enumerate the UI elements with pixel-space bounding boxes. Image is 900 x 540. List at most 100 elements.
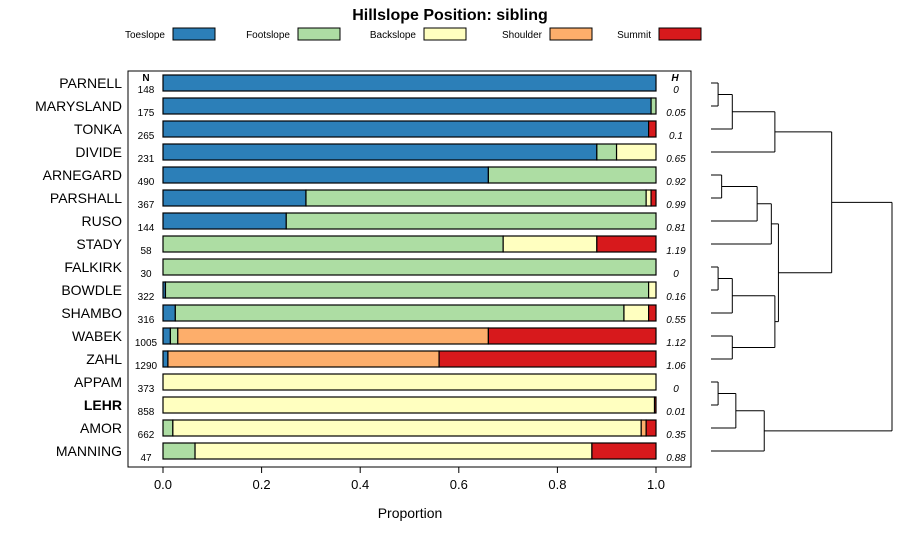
- category-label: ARNEGARD: [43, 167, 122, 183]
- legend-swatch: [297, 27, 341, 41]
- h-value: 1.12: [666, 338, 686, 349]
- bar-segment: [194, 442, 593, 460]
- h-value: 0.92: [666, 177, 686, 188]
- n-value: 175: [138, 108, 155, 119]
- category-label: AMOR: [80, 420, 122, 436]
- n-value: 144: [138, 223, 155, 234]
- bar-segment: [623, 304, 650, 322]
- category-label: RUSO: [82, 213, 123, 229]
- bar-segment: [438, 350, 657, 368]
- bar-segment: [162, 74, 657, 92]
- h-value: 0.99: [666, 200, 686, 211]
- bar-segment: [174, 304, 625, 322]
- n-value: 322: [138, 292, 155, 303]
- bar-segment: [487, 166, 657, 184]
- category-label: WABEK: [72, 328, 123, 344]
- x-axis-label: Proportion: [378, 505, 443, 521]
- bar-segment: [162, 212, 287, 230]
- category-label: MARYSLAND: [35, 98, 122, 114]
- n-value: 231: [138, 154, 155, 165]
- legend-label: Summit: [617, 30, 651, 41]
- x-tick-label: 0.0: [154, 477, 172, 492]
- chart-title: Hillslope Position: sibling: [352, 7, 548, 24]
- bar-segment: [162, 166, 489, 184]
- legend: Toeslope Footslope Backslope Shoulder Summit: [125, 27, 702, 41]
- n-value: 58: [140, 246, 152, 257]
- bar-segment: [648, 304, 657, 322]
- bar-segment: [169, 327, 179, 345]
- plot-area: N H PARNELL 148 0 MARYSLAND 175 0.05 TONKA 265 0.1…: [35, 70, 692, 492]
- bar-segment: [162, 419, 174, 437]
- bar-segment: [487, 327, 657, 345]
- bar-segment: [615, 143, 657, 161]
- h-value: 0.88: [666, 453, 686, 464]
- bar-segment: [172, 419, 642, 437]
- category-label: APPAM: [74, 374, 122, 390]
- h-value: 0: [673, 85, 679, 96]
- x-tick-label: 0.4: [351, 477, 369, 492]
- legend-label: Toeslope: [125, 30, 165, 41]
- bar-segment: [591, 442, 657, 460]
- bar-segment: [164, 281, 650, 299]
- bar-segment: [650, 189, 657, 207]
- category-label: PARNELL: [59, 75, 122, 91]
- x-tick-label: 0.2: [253, 477, 271, 492]
- n-value: 47: [140, 453, 152, 464]
- category-label: MANNING: [56, 443, 122, 459]
- legend-label: Shoulder: [502, 30, 543, 41]
- legend-label: Footslope: [246, 30, 290, 41]
- n-header: N: [142, 73, 149, 84]
- bar-segment: [162, 258, 657, 276]
- legend-swatch: [658, 27, 702, 41]
- bar-segment: [162, 327, 171, 345]
- h-header: H: [671, 73, 679, 84]
- bar-segment: [162, 189, 307, 207]
- h-value: 0: [673, 384, 679, 395]
- n-value: 316: [138, 315, 155, 326]
- bar-segment: [502, 235, 598, 253]
- h-value: 0.16: [666, 292, 686, 303]
- bar-segment: [305, 189, 647, 207]
- n-value: 490: [138, 177, 155, 188]
- h-value: 0.05: [666, 108, 686, 119]
- category-label: LEHR: [84, 397, 122, 413]
- bar-segment: [162, 97, 652, 115]
- h-value: 0.01: [666, 407, 685, 418]
- category-label: DIVIDE: [75, 144, 122, 160]
- bar-segment: [162, 235, 504, 253]
- bar-segment: [162, 120, 650, 138]
- h-value: 0.35: [666, 430, 686, 441]
- h-value: 0.55: [666, 315, 686, 326]
- category-label: SHAMBO: [61, 305, 122, 321]
- n-value: 1290: [135, 361, 158, 372]
- x-tick-label: 0.8: [548, 477, 566, 492]
- n-value: 30: [140, 269, 152, 280]
- category-label: TONKA: [74, 121, 123, 137]
- legend-swatch: [172, 27, 216, 41]
- bar-segment: [162, 396, 656, 414]
- h-value: 0: [673, 269, 679, 280]
- category-label: ZAHL: [86, 351, 122, 367]
- h-value: 1.06: [666, 361, 686, 372]
- category-label: FALKIRK: [64, 259, 122, 275]
- h-value: 0.65: [666, 154, 686, 165]
- bar-segment: [596, 235, 657, 253]
- legend-label: Backslope: [370, 30, 417, 41]
- n-value: 148: [138, 85, 155, 96]
- category-label: PARSHALL: [50, 190, 122, 206]
- h-value: 1.19: [666, 246, 686, 257]
- legend-swatch: [423, 27, 467, 41]
- h-value: 0.1: [669, 131, 683, 142]
- bar-segment: [650, 97, 657, 115]
- bar-segment: [177, 327, 489, 345]
- h-value: 0.81: [666, 223, 685, 234]
- legend-swatch: [549, 27, 593, 41]
- bar-segment: [285, 212, 657, 230]
- bar-segment: [162, 442, 196, 460]
- dendrogram: [711, 82, 893, 452]
- x-tick-label: 1.0: [647, 477, 665, 492]
- n-value: 1005: [135, 338, 158, 349]
- bar-segment: [162, 373, 657, 391]
- bar-segment: [640, 419, 647, 437]
